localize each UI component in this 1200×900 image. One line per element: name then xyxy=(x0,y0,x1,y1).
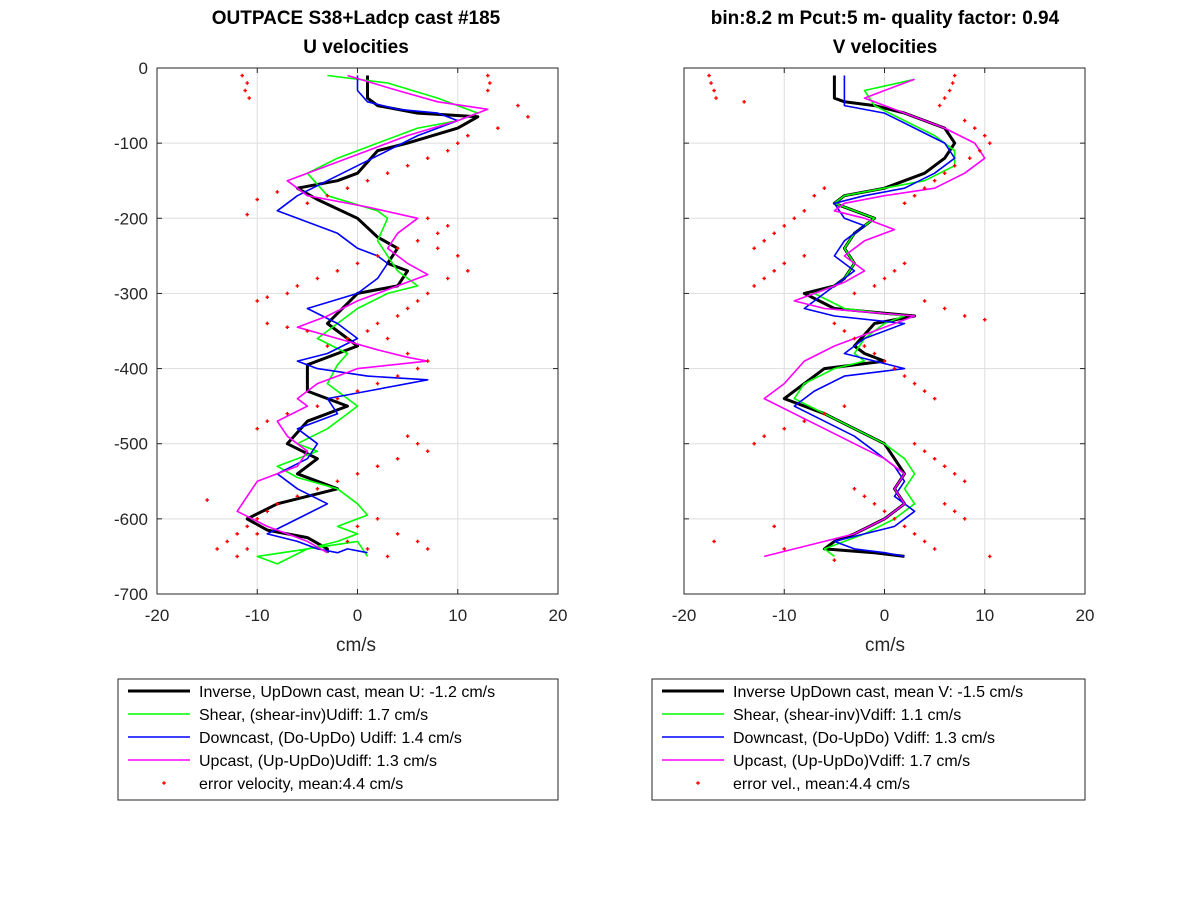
v-x-tick-label: -10 xyxy=(772,606,797,625)
u-y-tick-label: -200 xyxy=(114,209,148,228)
v-legend-label-upcast: Upcast, (Up-UpDo)Vdiff: 1.7 cm/s xyxy=(733,753,970,770)
u-x-tick-label: 20 xyxy=(549,606,568,625)
v-legend-label-downcast: Downcast, (Do-UpDo) Vdiff: 1.3 cm/s xyxy=(733,730,995,747)
v-legend-label-shear: Shear, (shear-inv)Vdiff: 1.1 cm/s xyxy=(733,707,961,724)
u-x-axis-label: cm/s xyxy=(336,635,376,656)
u-x-tick-label: -20 xyxy=(145,606,170,625)
u-y-tick-label: -400 xyxy=(114,360,148,379)
u-legend-label-shear: Shear, (shear-inv)Udiff: 1.7 cm/s xyxy=(199,707,428,724)
v-x-tick-label: 20 xyxy=(1076,606,1095,625)
u-x-tick-label: 10 xyxy=(448,606,467,625)
v-legend-label-inverse: Inverse UpDown cast, mean V: -1.5 cm/s xyxy=(733,684,1023,701)
v-x-tick-label: 10 xyxy=(975,606,994,625)
u-legend-label-upcast: Upcast, (Up-UpDo)Udiff: 1.3 cm/s xyxy=(199,753,437,770)
u-y-tick-label: -100 xyxy=(114,134,148,153)
v-chart-subtitle: V velocities xyxy=(833,37,938,58)
u-legend: Inverse, UpDown cast, mean U: -1.2 cm/s S… xyxy=(118,679,558,800)
u-x-tick-label: -10 xyxy=(245,606,270,625)
u-y-tick-label: -600 xyxy=(114,510,148,529)
u-y-tick-label: -500 xyxy=(114,435,148,454)
u-legend-label-downcast: Downcast, (Do-UpDo) Udiff: 1.4 cm/s xyxy=(199,730,462,747)
v-x-tick-label: 0 xyxy=(880,606,889,625)
u-y-tick-label: -700 xyxy=(114,585,148,604)
u-y-tick-label: 0 xyxy=(139,59,148,78)
v-chart-title: bin:8.2 m Pcut:5 m- quality factor: 0.94 xyxy=(711,8,1060,29)
v-x-axis-label: cm/s xyxy=(865,635,905,656)
v-legend-label-error: error vel., mean:4.4 cm/s xyxy=(733,776,910,793)
u-legend-label-inverse: Inverse, UpDown cast, mean U: -1.2 cm/s xyxy=(199,684,495,701)
v-x-tick-label: -20 xyxy=(672,606,697,625)
v-legend: Inverse UpDown cast, mean V: -1.5 cm/s Sh… xyxy=(652,679,1085,800)
u-x-tick-label: 0 xyxy=(353,606,362,625)
u-y-tick-label: -300 xyxy=(114,284,148,303)
u-chart-title: OUTPACE S38+Ladcp cast #185 xyxy=(212,8,501,29)
u-chart-subtitle: U velocities xyxy=(303,37,409,58)
u-legend-label-error: error velocity, mean:4.4 cm/s xyxy=(199,776,403,793)
